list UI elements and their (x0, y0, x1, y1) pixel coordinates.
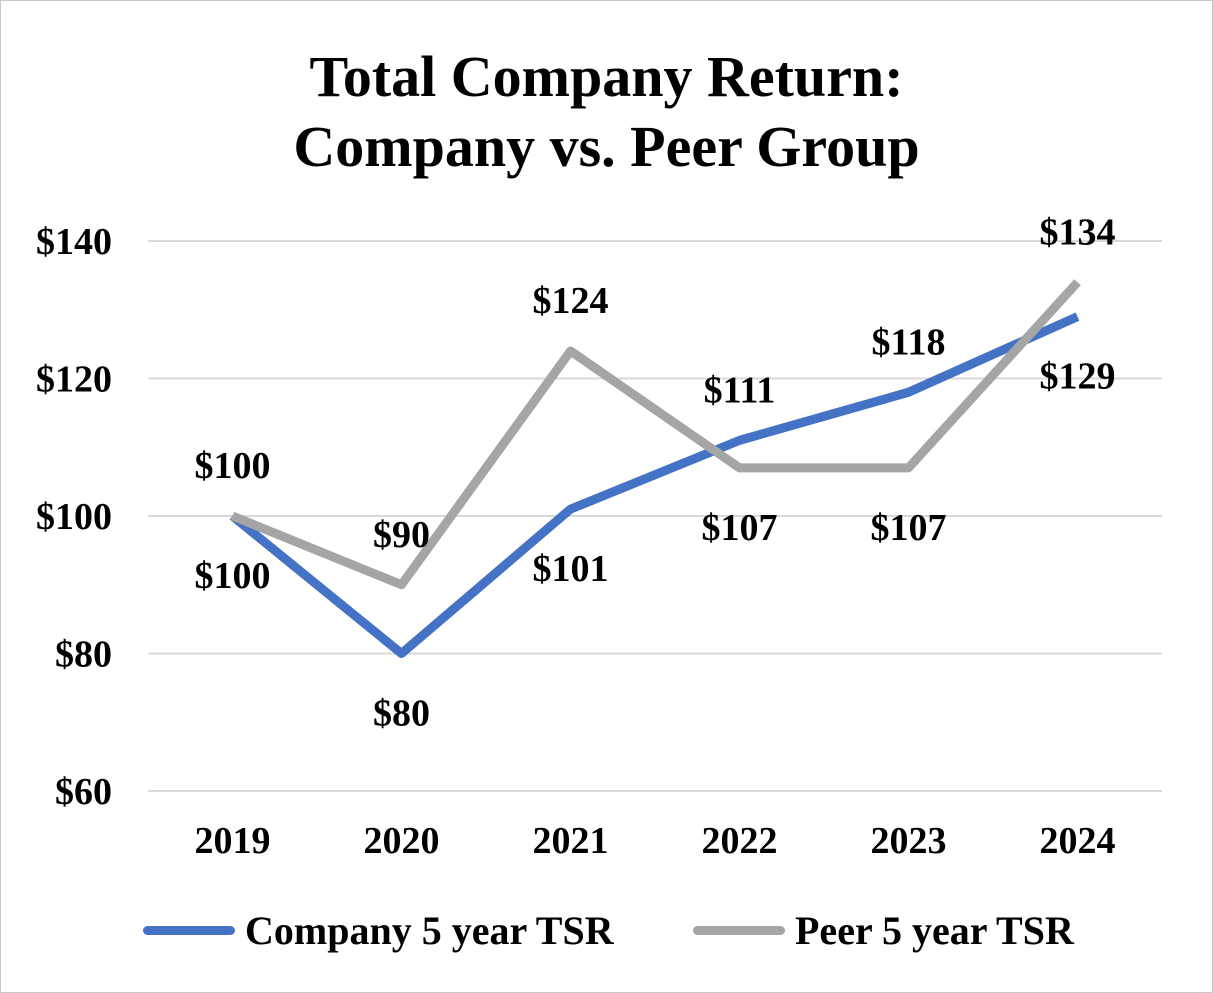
legend-item-company[interactable]: Company 5 year TSR (143, 900, 614, 960)
data-label-peer: $107 (871, 507, 947, 549)
data-label-company: $129 (1040, 356, 1116, 398)
legend-item-peer[interactable]: Peer 5 year TSR (693, 900, 1074, 960)
data-label-peer: $134 (1040, 211, 1116, 253)
data-label-peer: $107 (702, 507, 778, 549)
x-axis: 2019 2020 2021 2022 2023 2024 (195, 820, 1116, 862)
legend-label-peer: Peer 5 year TSR (795, 907, 1074, 953)
series-line-peer (230, 279, 1081, 590)
y-tick-label: $120 (36, 359, 112, 401)
chart-title-line-1: Total Company Return: (309, 44, 904, 109)
y-tick-label: $80 (55, 634, 112, 676)
data-label-peer: $124 (533, 280, 609, 322)
data-labels: $100 $80 $101 $111 $118 $129 $100 $90 $124 $107 $1… (195, 211, 1116, 734)
gridlines (148, 240, 1162, 792)
y-tick-label: $100 (36, 496, 112, 538)
x-tick-label: 2020 (364, 820, 440, 862)
legend-swatch-peer (693, 925, 785, 935)
data-label-company: $80 (373, 693, 430, 735)
data-label-company: $111 (704, 369, 776, 411)
y-tick-label: $140 (36, 221, 112, 263)
data-label-company: $118 (872, 321, 946, 363)
series-line-company (229, 312, 1080, 658)
legend: Company 5 year TSR Peer 5 year TSR (0, 900, 1213, 960)
line-chart: $60$80$100$120$140 2019 2020 2021 2022 2023 2… (36, 211, 1162, 862)
x-tick-label: 2019 (195, 820, 271, 862)
legend-label-company: Company 5 year TSR (245, 907, 614, 953)
data-label-company: $100 (195, 555, 271, 597)
series-lines (229, 279, 1081, 658)
data-label-company: $101 (533, 548, 609, 590)
x-tick-label: 2022 (702, 820, 778, 862)
chart-title: Total Company Return: Company vs. Peer G… (0, 42, 1213, 182)
chart-title-line-2: Company vs. Peer Group (293, 114, 920, 179)
data-label-peer: $90 (373, 514, 430, 556)
data-label-peer: $100 (195, 445, 271, 487)
x-tick-label: 2023 (871, 820, 947, 862)
y-tick-label: $60 (55, 771, 112, 813)
y-axis: $60 $80 $100 $120 $140 (36, 221, 112, 813)
x-tick-label: 2024 (1040, 820, 1116, 862)
x-tick-label: 2021 (533, 820, 609, 862)
legend-swatch-company (143, 925, 235, 935)
